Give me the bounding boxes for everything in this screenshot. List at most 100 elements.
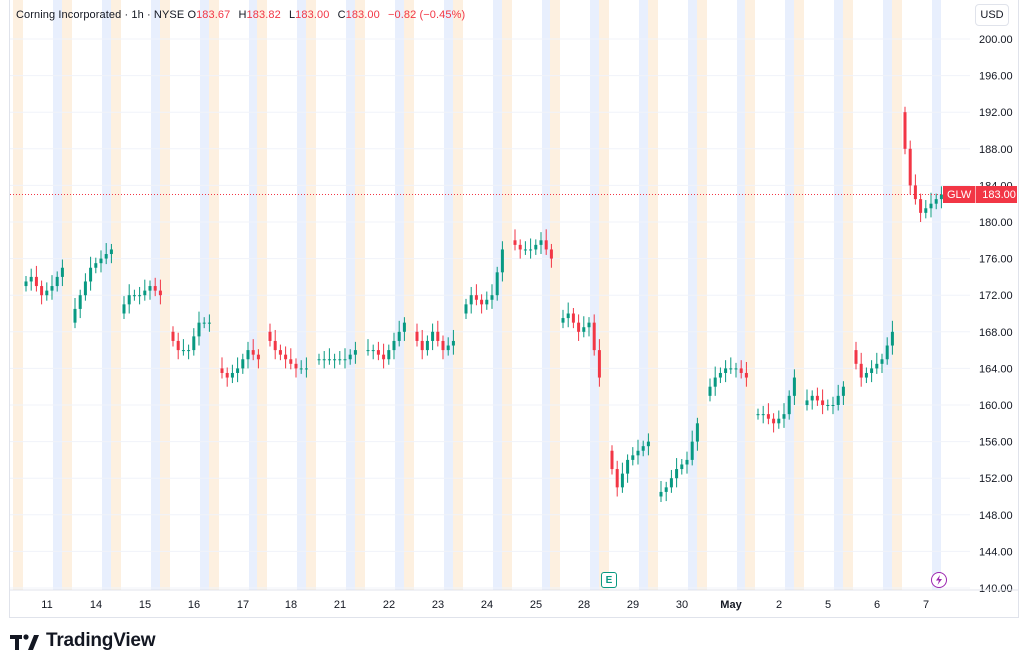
candle-body	[317, 359, 321, 361]
candle-body	[713, 377, 717, 387]
high-label: H	[238, 9, 247, 21]
y-tick-label: 160.00	[979, 400, 1013, 412]
candle-body	[761, 414, 765, 416]
candle-body	[529, 249, 533, 251]
candle-body	[241, 359, 245, 369]
candle-body	[669, 478, 673, 488]
candle-body	[122, 304, 126, 314]
candle-body	[24, 281, 28, 287]
candle-body	[73, 308, 77, 323]
candle-body	[859, 363, 863, 378]
candle-body	[815, 395, 819, 401]
candle-body	[415, 331, 419, 341]
candle-body	[913, 185, 917, 200]
y-tick-label: 156.00	[979, 437, 1013, 449]
candle-body	[197, 322, 201, 337]
candle-body	[289, 359, 293, 364]
candle-body	[610, 450, 614, 470]
candle-body	[78, 295, 82, 309]
candle-body	[787, 395, 791, 415]
split-event-icon[interactable]	[931, 572, 947, 588]
x-tick-label: 16	[188, 599, 200, 611]
candle-body	[60, 267, 64, 277]
x-tick-label: 5	[825, 599, 831, 611]
earnings-event-icon[interactable]: E	[601, 572, 617, 588]
chart-frame	[9, 0, 1019, 618]
candle-body	[734, 368, 738, 370]
candle-body	[772, 418, 776, 424]
candle-body	[513, 240, 517, 245]
candle-body	[327, 359, 331, 361]
low-value: 183.00	[295, 9, 330, 21]
candle-body	[870, 368, 874, 373]
x-tick-label: 28	[578, 599, 590, 611]
candle-body	[299, 368, 303, 370]
x-tick-label: 18	[285, 599, 297, 611]
last-price-tag: GLW 183.00	[943, 186, 1017, 203]
candle-body	[425, 340, 429, 351]
y-tick-label: 180.00	[979, 217, 1013, 229]
candle-body	[176, 340, 180, 351]
candle-body	[104, 254, 108, 259]
high-value: 183.82	[246, 9, 281, 21]
y-tick-label: 144.00	[979, 546, 1013, 558]
candle-body	[544, 240, 548, 250]
candle-body	[220, 368, 224, 373]
candle-body	[284, 354, 288, 360]
candle-body	[109, 249, 113, 255]
candle-body	[490, 295, 494, 300]
close-value: 183.00	[345, 9, 380, 21]
y-tick-label: 172.00	[979, 290, 1013, 302]
x-tick-label: 23	[432, 599, 444, 611]
candle-body	[831, 405, 835, 406]
candle-body	[236, 368, 240, 373]
candle-body	[148, 286, 152, 291]
candle-body	[294, 363, 298, 369]
candle-body	[675, 469, 679, 479]
candle-body	[777, 418, 781, 424]
candle-body	[841, 386, 845, 396]
candle-body	[805, 400, 809, 405]
candle-body	[664, 487, 668, 492]
candle-body	[810, 395, 814, 401]
price-chart[interactable]: 200.00196.00192.00188.00184.00180.00176.…	[0, 0, 1024, 618]
candle-body	[382, 354, 386, 360]
candle-body	[50, 286, 54, 291]
y-tick-label: 188.00	[979, 144, 1013, 156]
candle-body	[464, 304, 468, 314]
candle-body	[620, 473, 624, 488]
candle-body	[566, 313, 570, 319]
x-tick-label: 6	[874, 599, 880, 611]
candle-body	[641, 446, 645, 451]
candle-body	[939, 194, 943, 200]
candle-body	[474, 295, 478, 300]
candle-body	[744, 372, 748, 378]
candle-body	[343, 359, 347, 361]
candle-body	[127, 295, 131, 305]
tradingview-logo-icon	[10, 632, 40, 650]
candle-body	[392, 340, 396, 351]
candle-body	[890, 331, 894, 346]
y-tick-label: 196.00	[979, 71, 1013, 83]
x-tick-label: 30	[676, 599, 688, 611]
candle-body	[615, 469, 619, 488]
change-value: −0.82 (−0.45%)	[388, 9, 466, 21]
candle-body	[724, 368, 728, 373]
x-tick-label: 2	[776, 599, 782, 611]
candle-body	[225, 372, 229, 378]
candle-body	[592, 322, 596, 351]
candle-body	[659, 491, 663, 497]
candle-body	[739, 368, 743, 373]
ohlc-legend: Corning Incorporated · 1h · NYSE O183.67…	[16, 9, 465, 21]
candle-body	[903, 112, 907, 149]
brand[interactable]: TradingView	[10, 630, 156, 652]
candle-body	[371, 350, 375, 352]
candle-body	[132, 295, 136, 297]
candle-body	[539, 240, 543, 245]
currency-button[interactable]: USD	[975, 4, 1009, 26]
candle-body	[256, 354, 260, 360]
candle-body	[230, 372, 234, 378]
candle-body	[685, 459, 689, 465]
candle-body	[934, 199, 938, 204]
candle-body	[485, 299, 489, 305]
